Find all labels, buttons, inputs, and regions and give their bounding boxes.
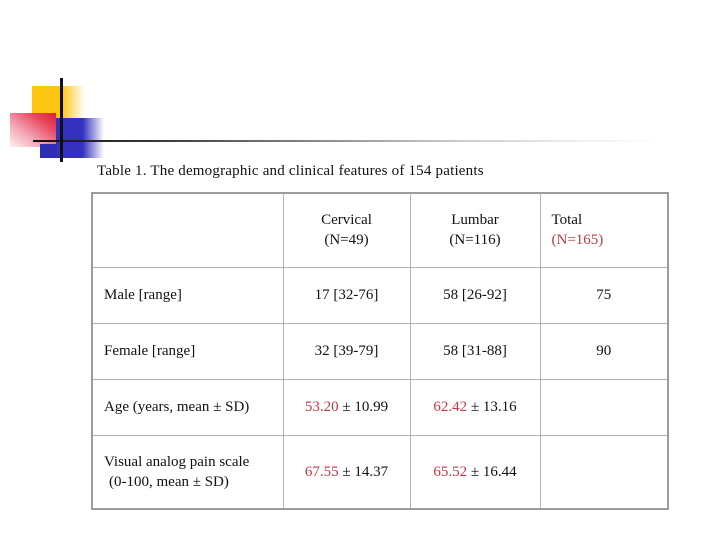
table-body: Male [range] 17 [32-76] 58 [26-92] 75 Female…: [91, 266, 669, 510]
value-cell: 58 [31-88]: [409, 322, 541, 380]
value-mean: 62.42: [433, 399, 468, 415]
table-row: Male [range] 17 [32-76] 58 [26-92] 75: [91, 266, 669, 324]
header-line: (N=116): [449, 232, 501, 249]
value-mean: 67.55: [304, 463, 339, 480]
header-cell: Total (N=165): [539, 192, 669, 268]
header-line: Lumbar: [451, 212, 499, 229]
value-cell: [539, 434, 669, 510]
row-label-line: Visual analog pain scale: [104, 453, 250, 470]
ornament-horizontal-line: [33, 140, 665, 142]
value-rest: 17 [32-76]: [314, 287, 379, 303]
row-label-line: Age (years, mean ± SD): [104, 399, 250, 415]
value-mean: 53.20: [304, 399, 339, 415]
ornament-blue-square: [56, 118, 104, 158]
row-label-line: (0-100, mean ± SD): [109, 473, 229, 490]
value-rest: 75: [596, 287, 612, 303]
value-cell: 58 [26-92]: [409, 266, 541, 324]
ornament-yellow-square: [32, 86, 85, 118]
row-label-cell: Female [range]: [91, 322, 284, 380]
header-line: Total: [551, 212, 583, 229]
table-header: Cervical (N=49) Lumbar (N=116) Total (N=165): [91, 192, 669, 268]
row-label-line: Male [range]: [104, 287, 182, 303]
header-cell: Cervical (N=49): [282, 192, 411, 268]
value-cell: 65.52 ± 16.44: [409, 434, 541, 510]
value-cell: 75: [539, 266, 669, 324]
value-cell: [539, 378, 669, 436]
value-cell: 53.20 ± 10.99: [282, 378, 411, 436]
value-mean: 65.52: [433, 463, 468, 480]
row-label-cell: Male [range]: [91, 266, 284, 324]
ornament-vertical-line: [60, 78, 63, 162]
demographics-table: Cervical (N=49) Lumbar (N=116) Total (N=165) …: [91, 192, 669, 510]
row-label-line: Female [range]: [104, 343, 196, 359]
value-rest: ± 14.37: [338, 463, 389, 480]
table-row: Age (years, mean ± SD) 53.20 ± 10.99 62.42…: [91, 378, 669, 436]
ornament-small-blue-square: [40, 144, 57, 158]
value-rest: 90: [596, 343, 612, 359]
value-rest: 32 [39-79]: [314, 343, 379, 359]
value-rest: ± 16.44: [467, 463, 517, 480]
value-rest: 58 [31-88]: [443, 343, 507, 359]
table-row: Visual analog pain scale (0-100, mean ± S…: [91, 434, 669, 510]
value-cell: 62.42 ± 13.16: [409, 378, 541, 436]
header-cell: Lumbar (N=116): [409, 192, 541, 268]
value-cell: 67.55 ± 14.37: [282, 434, 411, 510]
value-rest: ± 10.99: [338, 399, 389, 415]
value-cell: 90: [539, 322, 669, 380]
header-line: (N=49): [324, 232, 369, 249]
table-row: Female [range] 32 [39-79] 58 [31-88] 90: [91, 322, 669, 380]
value-cell: 17 [32-76]: [282, 266, 411, 324]
header-line: (N=165): [551, 232, 604, 249]
header-line: Cervical: [321, 212, 372, 229]
row-label-cell: Age (years, mean ± SD): [91, 378, 284, 436]
value-rest: 58 [26-92]: [443, 287, 507, 303]
row-label-cell: Visual analog pain scale (0-100, mean ± S…: [91, 434, 284, 510]
value-rest: ± 13.16: [467, 399, 517, 415]
value-cell: 32 [39-79]: [282, 322, 411, 380]
header-row: Cervical (N=49) Lumbar (N=116) Total (N=165): [91, 192, 669, 268]
table-caption: Table 1. The demographic and clinical fe…: [97, 163, 484, 179]
header-cell: [91, 192, 284, 268]
